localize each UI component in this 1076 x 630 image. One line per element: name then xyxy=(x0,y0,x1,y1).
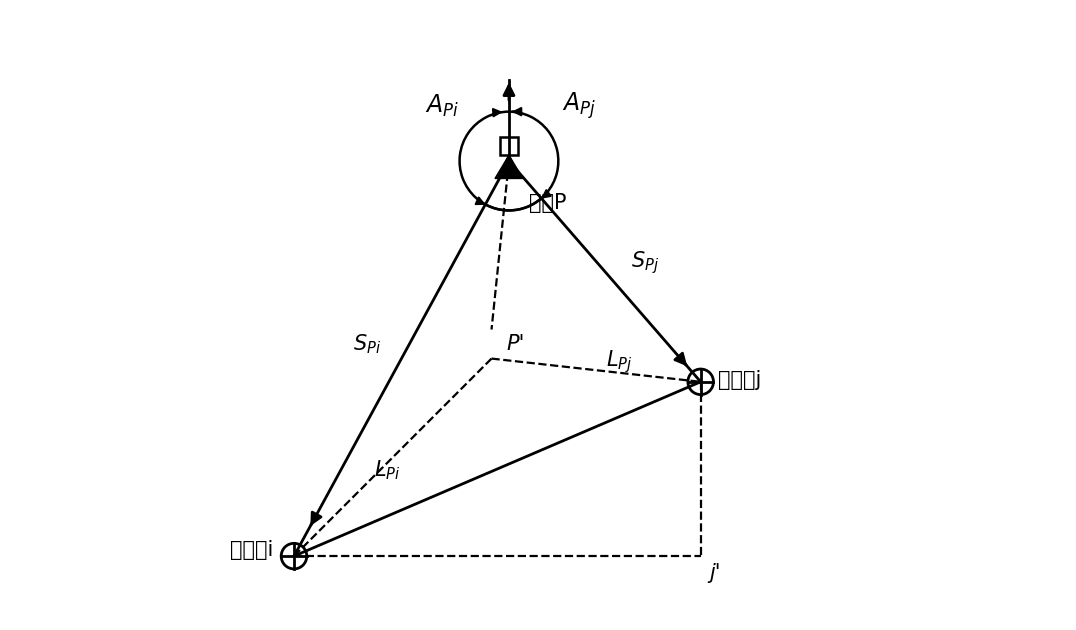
Text: $S_{Pi}$: $S_{Pi}$ xyxy=(353,332,381,356)
Polygon shape xyxy=(495,155,523,178)
Text: $A_{Pi}$: $A_{Pi}$ xyxy=(425,93,459,119)
Text: 已知点j: 已知点j xyxy=(718,370,762,390)
Text: $L_{Pi}$: $L_{Pi}$ xyxy=(373,459,400,482)
Text: $A_{Pj}$: $A_{Pj}$ xyxy=(562,91,596,121)
Text: P': P' xyxy=(506,334,524,354)
Text: 已知点i: 已知点i xyxy=(230,541,273,560)
Text: $L_{Pj}$: $L_{Pj}$ xyxy=(606,348,633,375)
Text: j': j' xyxy=(709,563,721,583)
Text: 站点P: 站点P xyxy=(529,193,567,213)
Bar xyxy=(500,137,518,155)
Text: $S_{Pj}$: $S_{Pj}$ xyxy=(632,249,660,276)
